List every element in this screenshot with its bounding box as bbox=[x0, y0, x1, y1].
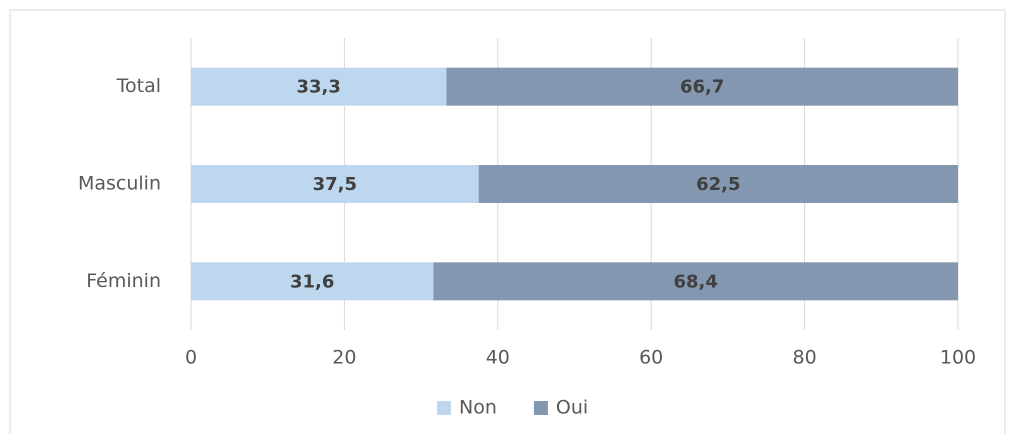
x-tick-label: 40 bbox=[486, 347, 510, 369]
x-tick-label: 60 bbox=[639, 347, 663, 369]
x-tick-label: 80 bbox=[793, 347, 817, 369]
legend-label: Oui bbox=[556, 397, 588, 419]
legend-label: Non bbox=[459, 397, 497, 419]
legend-swatch bbox=[533, 401, 548, 415]
value-label: 62,5 bbox=[696, 174, 740, 195]
x-tick-label: 100 bbox=[940, 347, 976, 369]
value-label: 31,6 bbox=[290, 271, 334, 292]
value-label: 37,5 bbox=[313, 174, 357, 195]
bar-segment bbox=[191, 165, 479, 203]
x-tick-label: 20 bbox=[332, 347, 356, 369]
bar-segment bbox=[478, 165, 958, 203]
legend-swatch bbox=[437, 401, 451, 415]
bar-segment bbox=[433, 262, 958, 301]
bar-segment bbox=[191, 67, 447, 106]
y-tick-label: Total bbox=[116, 75, 161, 97]
value-label: 33,3 bbox=[296, 77, 340, 98]
bar-segment bbox=[191, 262, 434, 301]
y-tick-label: Féminin bbox=[86, 270, 161, 292]
y-tick-label: Masculin bbox=[78, 173, 161, 195]
x-tick-label: 0 bbox=[185, 347, 197, 369]
value-label: 66,7 bbox=[680, 77, 724, 98]
bar-segment bbox=[446, 67, 958, 106]
value-label: 68,4 bbox=[673, 271, 717, 292]
